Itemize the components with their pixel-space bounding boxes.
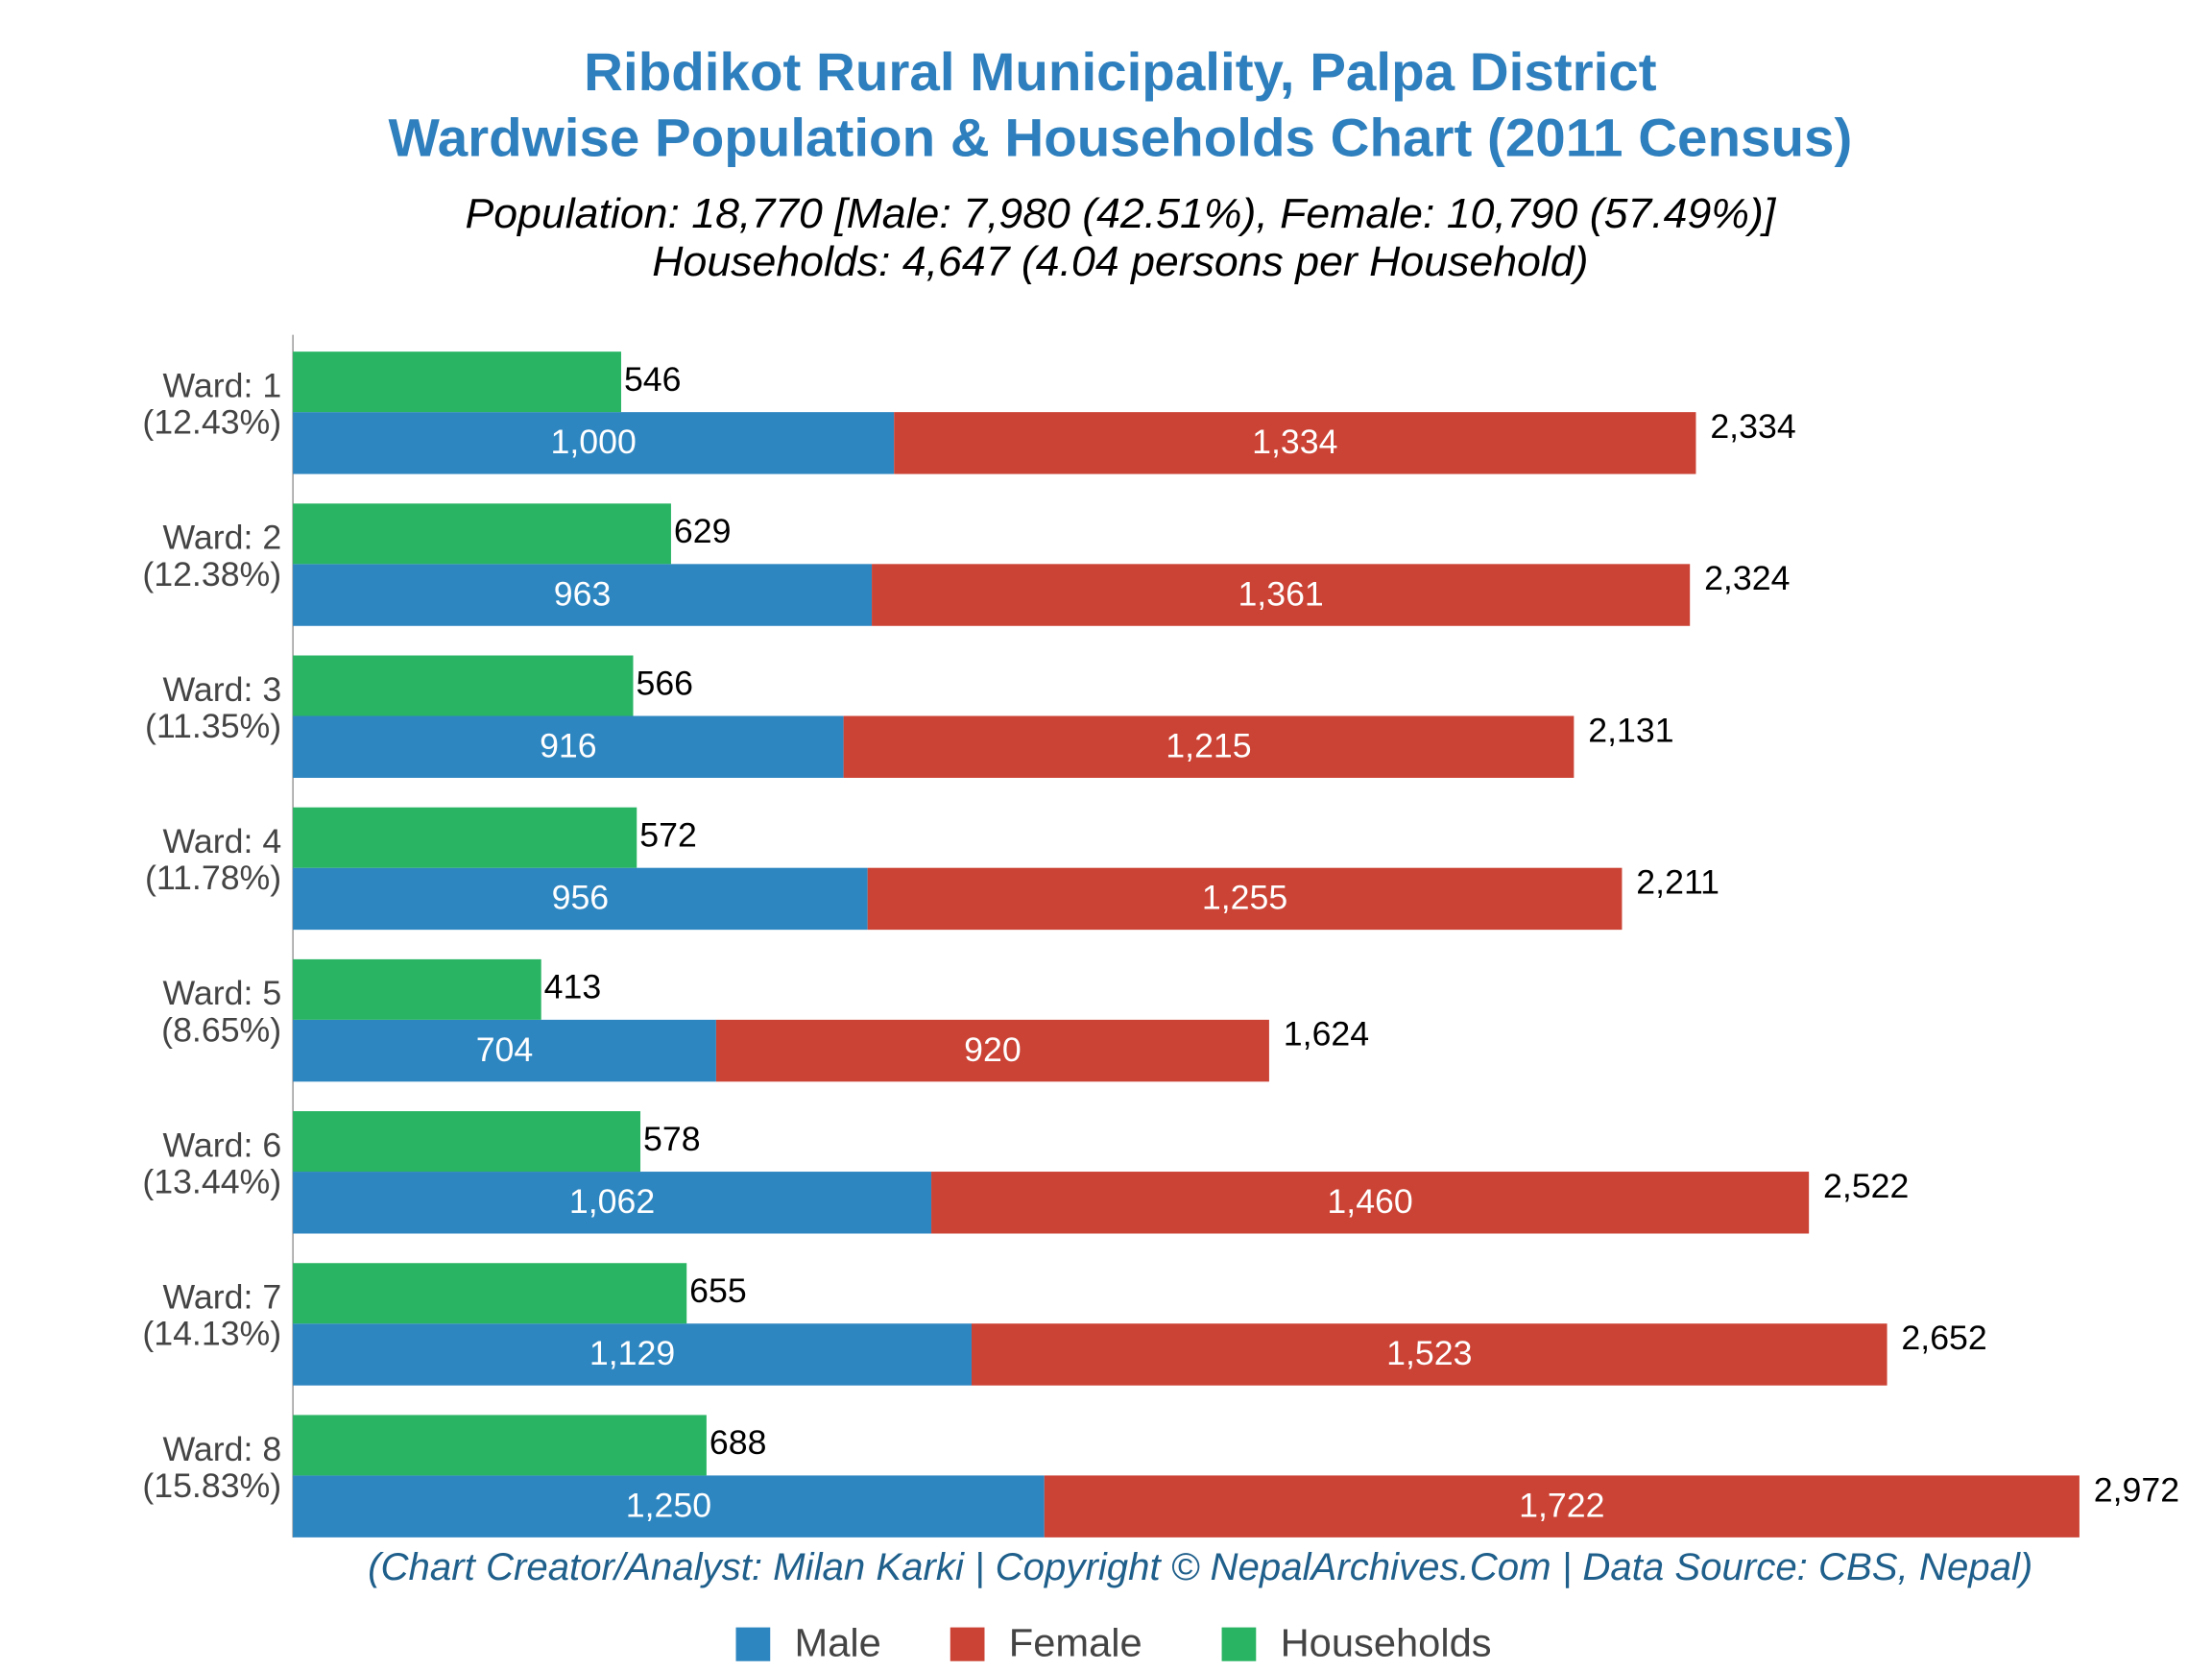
- y-tick-label: Ward: 2: [163, 519, 282, 557]
- value-label: 566: [636, 665, 693, 703]
- value-label: 920: [964, 1030, 1022, 1069]
- bar-segment: [843, 715, 1575, 778]
- value-label: 1,062: [569, 1182, 655, 1221]
- value-label: 1,523: [1386, 1334, 1472, 1372]
- value-label: 1,722: [1519, 1487, 1604, 1525]
- bar: [293, 1111, 641, 1173]
- value-label: 578: [643, 1120, 701, 1158]
- bar-segment: [293, 867, 868, 931]
- y-tick-label: (11.78%): [145, 859, 281, 897]
- total-label: 2,131: [1588, 712, 1673, 750]
- y-tick-label: Ward: 6: [163, 1126, 282, 1165]
- bar-segment: [293, 1172, 932, 1234]
- bar-segment: [971, 1323, 1887, 1386]
- y-tick-label: (14.13%): [142, 1315, 281, 1353]
- chart-subtitle: Population: 18,770 [Male: 7,980 (42.51%)…: [466, 190, 1777, 237]
- value-label: 655: [689, 1271, 747, 1310]
- legend-swatch: [735, 1627, 771, 1661]
- bar-segment: [293, 1019, 716, 1082]
- bar: [293, 655, 634, 716]
- value-label: 956: [552, 879, 610, 917]
- bar-segment: [293, 1323, 972, 1386]
- legend-label: Male: [795, 1621, 881, 1665]
- chart-subtitle: Households: 4,647 (4.04 persons per Hous…: [652, 238, 1588, 285]
- value-label: 546: [624, 360, 682, 399]
- bar-segment: [872, 564, 1691, 626]
- legend-swatch: [950, 1627, 985, 1661]
- y-tick-label: (8.65%): [161, 1011, 281, 1050]
- bar-segment: [293, 412, 895, 474]
- value-label: 1,460: [1327, 1182, 1412, 1221]
- bar: [293, 807, 637, 868]
- bar-segment: [293, 715, 844, 778]
- legend-swatch: [1221, 1627, 1257, 1661]
- bar: [293, 503, 671, 565]
- y-tick-label: (13.44%): [142, 1163, 281, 1201]
- total-label: 2,334: [1710, 407, 1795, 446]
- legend-label: Female: [1009, 1621, 1142, 1665]
- value-label: 1,215: [1166, 727, 1251, 765]
- value-label: 1,129: [589, 1334, 675, 1372]
- bar: [293, 958, 541, 1020]
- bar-segment: [293, 564, 873, 626]
- bar-segment: [715, 1019, 1269, 1082]
- value-label: 1,250: [626, 1487, 711, 1525]
- y-tick-label: Ward: 3: [163, 670, 282, 709]
- y-tick-label: (12.38%): [142, 555, 281, 593]
- value-label: 1,000: [550, 423, 636, 461]
- chart-title: Ribdikot Rural Municipality, Palpa Distr…: [584, 41, 1656, 101]
- total-label: 2,324: [1704, 559, 1790, 597]
- bar-segment: [293, 1475, 1045, 1538]
- bar-segment: [894, 412, 1696, 474]
- value-label: 1,255: [1202, 879, 1287, 917]
- total-label: 2,972: [2094, 1471, 2179, 1510]
- value-label: 688: [709, 1423, 767, 1462]
- total-label: 2,652: [1901, 1319, 1986, 1357]
- y-tick-label: (11.35%): [145, 707, 281, 745]
- value-label: 916: [540, 727, 597, 765]
- y-tick-label: Ward: 4: [163, 822, 282, 860]
- value-label: 629: [674, 512, 732, 550]
- y-tick-label: Ward: 5: [163, 975, 282, 1013]
- bar-segment: [931, 1172, 1810, 1234]
- bar: [293, 1415, 707, 1476]
- bar: [293, 351, 621, 413]
- total-label: 2,211: [1636, 863, 1719, 902]
- legend-label: Households: [1281, 1621, 1492, 1665]
- y-tick-label: (12.43%): [142, 403, 281, 442]
- total-label: 1,624: [1284, 1015, 1369, 1053]
- value-label: 1,361: [1238, 575, 1323, 614]
- y-tick-label: Ward: 8: [163, 1430, 282, 1468]
- bar-segment: [867, 867, 1623, 931]
- value-label: 963: [554, 575, 612, 614]
- source-note: (Chart Creator/Analyst: Milan Karki | Co…: [368, 1546, 2032, 1588]
- y-tick-label: Ward: 7: [163, 1278, 282, 1317]
- value-label: 572: [639, 816, 697, 855]
- chart-title: Wardwise Population & Households Chart (…: [388, 108, 1852, 167]
- y-tick-label: Ward: 1: [163, 367, 282, 405]
- y-tick-label: (15.83%): [142, 1466, 281, 1505]
- total-label: 2,522: [1823, 1167, 1909, 1205]
- value-label: 413: [544, 968, 602, 1006]
- bar-segment: [1044, 1475, 2080, 1538]
- value-label: 704: [476, 1030, 534, 1069]
- bar: [293, 1263, 687, 1324]
- value-label: 1,334: [1252, 423, 1337, 461]
